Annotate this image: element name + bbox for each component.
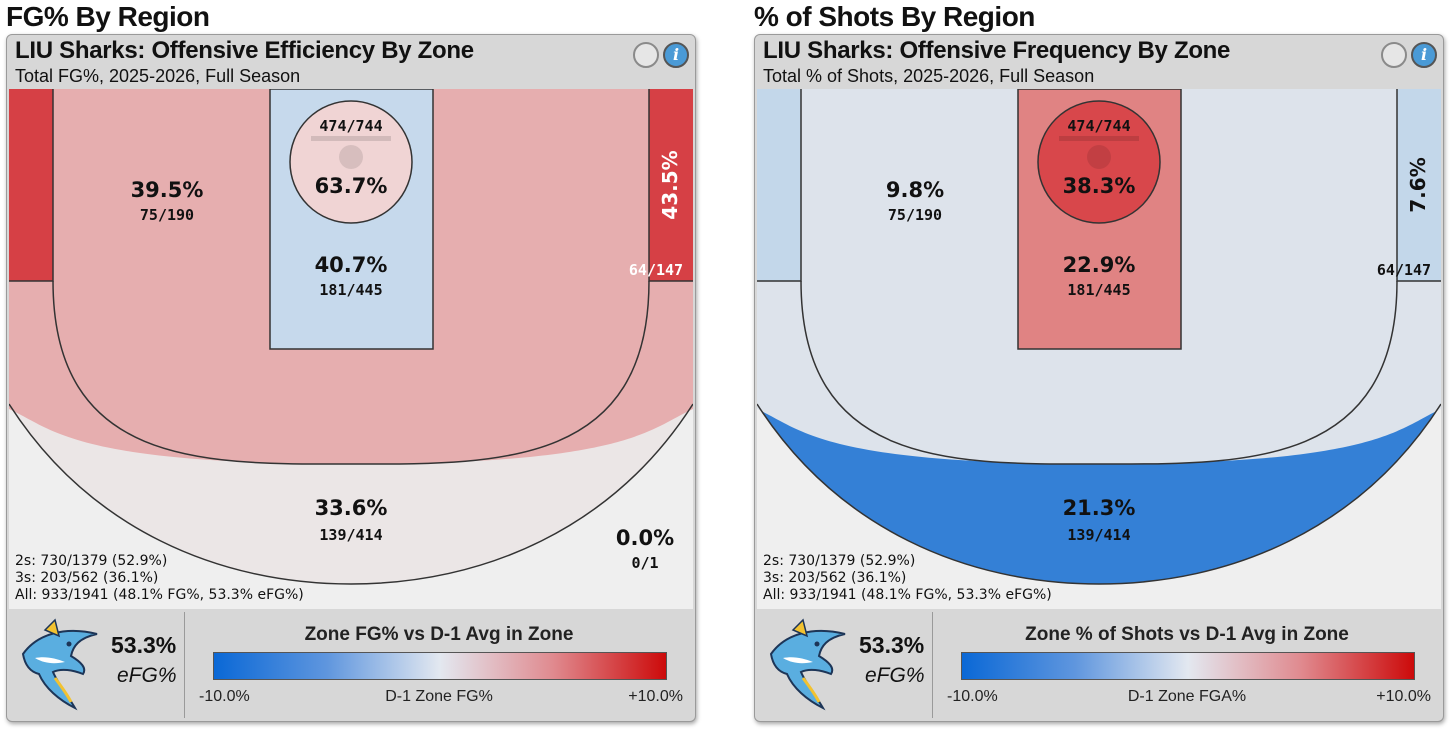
summary-line: 3s: 203/562 (36.1%) xyxy=(15,570,159,586)
logo-box: 53.3% eFG% xyxy=(9,612,185,718)
legend-gradient-bar xyxy=(213,652,667,680)
efg-value: 53.3% xyxy=(859,632,925,658)
legend-mid-label: D-1 Zone FG% xyxy=(385,688,493,705)
summary-line: 3s: 203/562 (36.1%) xyxy=(763,570,907,586)
efficiency-panel: FG% By Region LIU Sharks: Offensive Effi… xyxy=(0,0,700,737)
zone-corner3-right xyxy=(649,89,693,281)
efg-value: 53.3% xyxy=(111,632,177,658)
zone-rim xyxy=(289,100,413,224)
section-title: % of Shots By Region xyxy=(754,1,1035,32)
summary-line: 2s: 730/1379 (52.9%) xyxy=(763,553,916,569)
zone-corner3-right xyxy=(1397,89,1441,281)
chart-title: LIU Sharks: Offensive Efficiency By Zone xyxy=(15,37,474,64)
midrange-made-att: 75/190 xyxy=(140,206,194,224)
frequency-panel: % of Shots By Region LIU Sharks: Offensi… xyxy=(748,0,1448,737)
shark-logo-icon xyxy=(769,618,846,711)
circle-toggle-icon[interactable] xyxy=(633,42,659,68)
paint-pct: 22.9% xyxy=(1063,253,1136,277)
legend-mid-label: D-1 Zone FGA% xyxy=(1127,688,1247,705)
logo-box: 53.3% eFG% xyxy=(757,612,933,718)
color-legend: Zone % of Shots vs D-1 Avg in Zone -10.0… xyxy=(933,612,1441,718)
rim-made-att: 474/744 xyxy=(319,117,382,135)
chart-card: LIU Sharks: Offensive Frequency By Zone … xyxy=(754,34,1444,722)
circle-toggle-icon[interactable] xyxy=(1381,42,1407,68)
corner3-right-pct: 43.5% xyxy=(658,150,682,219)
chart-subtitle: Total % of Shots, 2025-2026, Full Season xyxy=(763,66,1095,86)
paint-made-att: 181/445 xyxy=(319,281,382,299)
rim-made-att: 474/744 xyxy=(1067,117,1130,135)
efg-label: eFG% xyxy=(117,664,177,687)
corner3-right-pct: 7.6% xyxy=(1406,157,1430,212)
legend-min-label: -10.0% xyxy=(947,688,998,705)
midrange-made-att: 75/190 xyxy=(888,206,942,224)
chart-subtitle: Total FG%, 2025-2026, Full Season xyxy=(15,66,301,86)
zone-rim xyxy=(1037,100,1161,224)
efg-label: eFG% xyxy=(865,664,925,687)
shot-court: 474/744 63.7% 40.7% 181/445 39.5% 75/190… xyxy=(9,89,693,609)
chart-footer: 53.3% eFG% Zone % of Shots vs D-1 Avg in… xyxy=(757,612,1441,718)
legend-min-label: -10.0% xyxy=(199,688,250,705)
court-svg: 474/744 63.7% 40.7% 181/445 39.5% 75/190… xyxy=(9,89,693,609)
chart-card: LIU Sharks: Offensive Efficiency By Zone… xyxy=(6,34,696,722)
court-svg: 474/744 38.3% 22.9% 181/445 9.8% 75/190 … xyxy=(757,89,1441,609)
zone-corner3-left xyxy=(9,89,53,281)
summary-stats: 2s: 730/1379 (52.9%) 3s: 203/562 (36.1%)… xyxy=(763,553,1052,604)
arc3-made-att: 139/414 xyxy=(319,526,382,544)
corner3-right-made-att: 64/147 xyxy=(629,261,683,279)
zone-corner3-left xyxy=(757,89,801,281)
arc3-pct: 33.6% xyxy=(315,496,388,520)
rim-pct: 38.3% xyxy=(1063,174,1136,198)
heave-pct: 0.0% xyxy=(616,526,674,550)
heave-made-att: 0/1 xyxy=(631,554,658,572)
midrange-pct: 39.5% xyxy=(131,178,204,202)
midrange-pct: 9.8% xyxy=(886,178,944,202)
summary-line: All: 933/1941 (48.1% FG%, 53.3% eFG%) xyxy=(15,587,304,603)
shark-logo-icon xyxy=(21,618,98,711)
chart-footer: 53.3% eFG% Zone FG% vs D-1 Avg in Zone -… xyxy=(9,612,693,718)
summary-line: All: 933/1941 (48.1% FG%, 53.3% eFG%) xyxy=(763,587,1052,603)
corner3-right-made-att: 64/147 xyxy=(1377,261,1431,279)
paint-made-att: 181/445 xyxy=(1067,281,1130,299)
arc3-pct: 21.3% xyxy=(1063,496,1136,520)
info-icon[interactable]: i xyxy=(663,42,689,68)
info-icon[interactable]: i xyxy=(1411,42,1437,68)
arc3-made-att: 139/414 xyxy=(1067,526,1130,544)
rim-pct: 63.7% xyxy=(315,174,388,198)
shot-court: 474/744 38.3% 22.9% 181/445 9.8% 75/190 … xyxy=(757,89,1441,609)
legend-max-label: +10.0% xyxy=(628,688,683,705)
section-title: FG% By Region xyxy=(6,1,210,32)
color-legend: Zone FG% vs D-1 Avg in Zone -10.0% D-1 Z… xyxy=(185,612,693,718)
legend-title: Zone FG% vs D-1 Avg in Zone xyxy=(304,624,574,645)
summary-stats: 2s: 730/1379 (52.9%) 3s: 203/562 (36.1%)… xyxy=(15,553,304,604)
legend-title: Zone % of Shots vs D-1 Avg in Zone xyxy=(1025,624,1349,645)
summary-line: 2s: 730/1379 (52.9%) xyxy=(15,553,168,569)
paint-pct: 40.7% xyxy=(315,253,388,277)
legend-gradient-bar xyxy=(961,652,1415,680)
legend-max-label: +10.0% xyxy=(1376,688,1431,705)
chart-title: LIU Sharks: Offensive Frequency By Zone xyxy=(763,37,1231,64)
